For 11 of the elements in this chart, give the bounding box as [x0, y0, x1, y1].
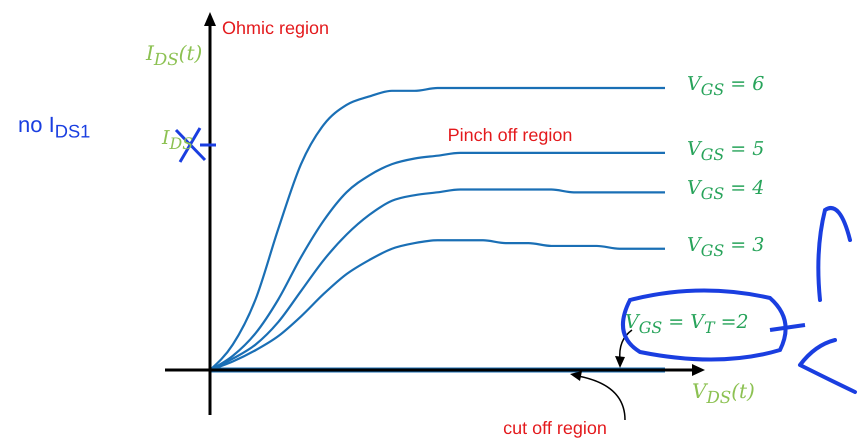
series-label: V$_{GS}$ = 4 [687, 177, 764, 204]
series-label: V$_{GS}$ = 3 [687, 234, 764, 260]
series-label: V$_{GS}$ = 5 [687, 138, 764, 164]
y-axis-title: I$_{DS}$(t) [146, 41, 202, 70]
text: cut off region [503, 418, 607, 439]
series-label: V$_{GS}$ = V$_{T}$ =2 [625, 311, 749, 337]
x-axis-title: V$_{DS}$(t) [692, 379, 755, 408]
annotation: Pinch off region [448, 125, 572, 146]
text: Ohmic region [222, 18, 330, 39]
series-label: V$_{GS}$ = 6 [687, 73, 764, 99]
text: no I$_{DS1}$ [18, 112, 90, 142]
